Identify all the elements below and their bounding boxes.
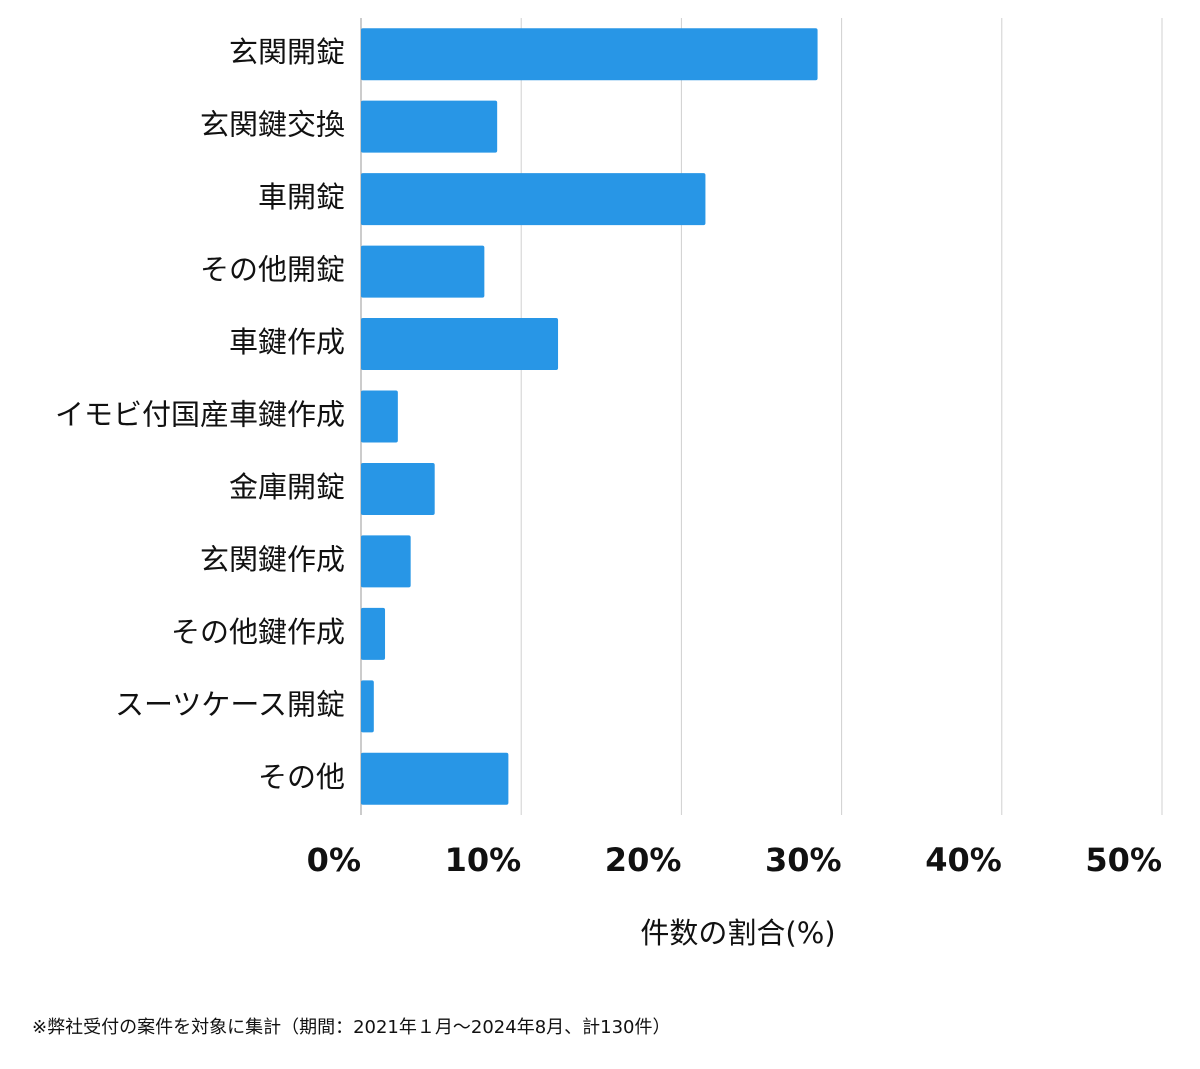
- bar: [361, 752, 509, 805]
- x-tick-label: 40%: [925, 841, 1002, 879]
- bar: [361, 535, 411, 588]
- x-tick-label: 10%: [445, 841, 522, 879]
- bar: [361, 173, 706, 226]
- footnote: ※弊社受付の案件を対象に集計（期間：2021年１月～2024年8月、計130件）: [32, 1017, 671, 1038]
- y-tick-label: 車開錠: [258, 180, 345, 214]
- x-tick-label: 20%: [605, 841, 682, 879]
- x-axis-label: 件数の割合(%): [640, 916, 835, 950]
- bar: [361, 318, 559, 371]
- bar: [361, 390, 398, 443]
- bar: [361, 28, 818, 81]
- y-tick-label: 金庫開錠: [229, 470, 345, 504]
- y-tick-label: 玄関鍵交換: [200, 108, 345, 142]
- bar: [361, 607, 386, 660]
- bar: [361, 245, 485, 298]
- x-tick-label: 0%: [307, 841, 361, 879]
- y-tick-label: 玄関開錠: [229, 35, 345, 69]
- bar: [361, 462, 435, 515]
- x-tick-label: 30%: [765, 841, 842, 879]
- bar: [361, 680, 374, 733]
- y-tick-label: 玄関鍵作成: [200, 542, 345, 576]
- y-tick-label: スーツケース開錠: [115, 687, 345, 721]
- x-tick-label: 50%: [1085, 841, 1162, 879]
- y-tick-label: その他鍵作成: [171, 615, 345, 649]
- y-tick-label: 車鍵作成: [229, 325, 345, 359]
- y-tick-label: その他: [258, 760, 345, 794]
- bar: [361, 100, 498, 153]
- y-tick-label: イモビ付国産車鍵作成: [55, 398, 345, 432]
- y-tick-label: その他開錠: [200, 253, 345, 287]
